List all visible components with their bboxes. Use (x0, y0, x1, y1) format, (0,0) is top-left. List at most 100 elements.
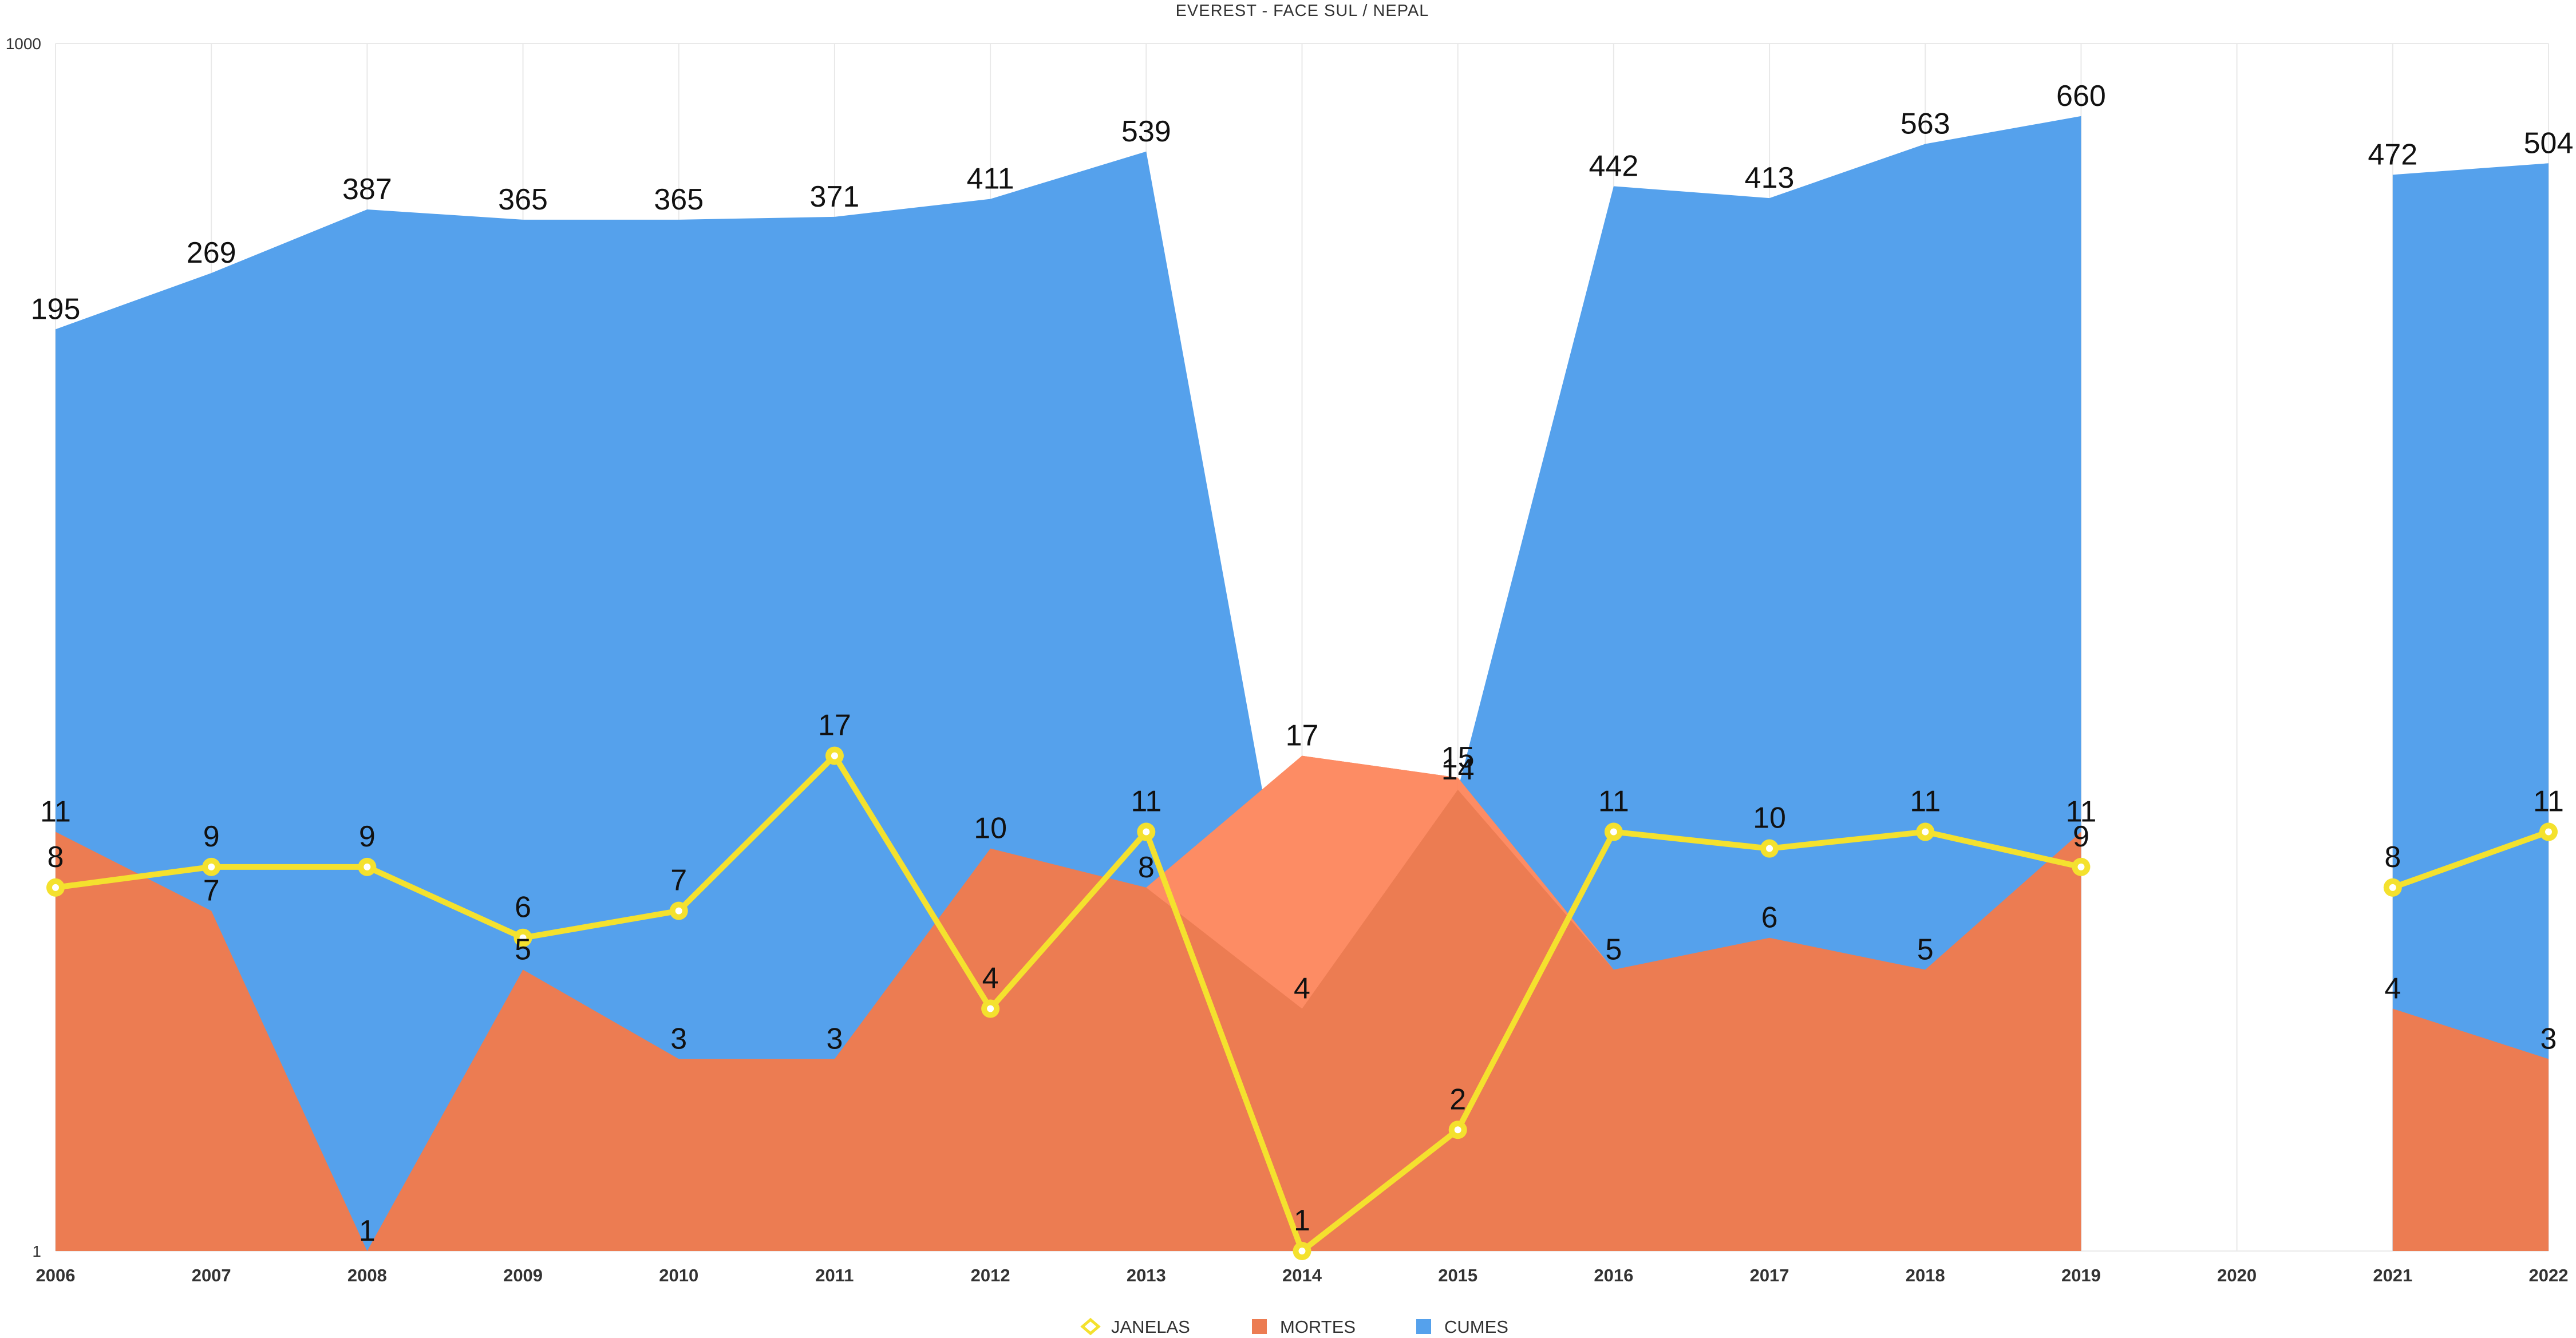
janelas-data-label: 8 (2384, 841, 2401, 874)
janelas-data-label: 9 (359, 820, 376, 853)
x-tick-label: 2007 (192, 1265, 231, 1285)
cumes-data-label: 539 (1121, 115, 1171, 148)
legend-item-mortes: MORTES (1252, 1317, 1356, 1337)
x-tick-label: 2017 (1750, 1265, 1789, 1285)
x-tick-label: 2006 (36, 1265, 76, 1285)
janelas-point-center (2545, 828, 2552, 836)
janelas-point-center (1610, 828, 1617, 836)
cumes-data-label: 413 (1745, 161, 1795, 195)
janelas-data-label: 11 (1598, 785, 1629, 818)
cumes-data-label: 195 (31, 292, 81, 326)
cumes-data-label: 269 (187, 236, 236, 270)
cumes-data-label: 4 (1294, 972, 1310, 1006)
mortes-data-label: 3 (826, 1022, 843, 1055)
janelas-point-center (831, 752, 838, 759)
janelas-point-center (519, 934, 527, 941)
janelas-point-center (1298, 1248, 1306, 1254)
janelas-data-label: 7 (670, 864, 687, 897)
mortes-data-label: 11 (2065, 795, 2096, 829)
janelas-point-center (208, 863, 215, 870)
cumes-data-label: 371 (810, 180, 860, 213)
mortes-data-label: 8 (1138, 851, 1155, 884)
mortes-data-label: 3 (2541, 1022, 2557, 1055)
mortes-data-label: 1 (359, 1214, 376, 1248)
janelas-line (53, 753, 2084, 1254)
mortes-data-label: 5 (515, 933, 531, 966)
mortes-area-highlight (1457, 777, 1614, 970)
janelas-data-label: 8 (48, 841, 64, 874)
chart-title: EVEREST - FACE SUL / NEPAL (1176, 2, 1429, 20)
janelas-point-center (675, 907, 682, 915)
mortes-data-label: 6 (1761, 901, 1778, 935)
mortes-data-label: 10 (974, 812, 1007, 845)
janelas-data-label: 4 (982, 962, 999, 995)
cumes-data-label: 14 (1441, 753, 1475, 786)
cumes-data-label: 411 (967, 163, 1014, 196)
x-tick-label: 2011 (815, 1265, 854, 1285)
mortes-data-label: 11 (40, 795, 71, 829)
legend-marker-janelas (1080, 1317, 1101, 1336)
mortes-data-label: 4 (2384, 972, 2401, 1006)
janelas-series (46, 746, 2558, 1260)
cumes-area (2392, 163, 2549, 1251)
mortes-area (56, 755, 2081, 1251)
janelas-data-label: 11 (1910, 785, 1941, 818)
mortes-data-label: 3 (670, 1022, 687, 1055)
x-tick-label: 2020 (2217, 1265, 2257, 1285)
cumes-data-label: 365 (498, 183, 548, 216)
mortes-data-label: 5 (1605, 933, 1622, 966)
legend-item-janelas: JANELAS (1080, 1317, 1190, 1337)
mortes-data-label: 15 (1441, 741, 1475, 774)
x-tick-label: 2012 (971, 1265, 1010, 1285)
mortes-area-highlight (1146, 755, 1302, 1009)
janelas-data-label: 11 (1131, 785, 1161, 818)
y-tick-label: 1000 (6, 35, 41, 53)
legend-label: MORTES (1280, 1317, 1356, 1337)
mortes-data-label: 17 (1286, 719, 1319, 753)
legend: JANELAS MORTES CUMES (1080, 1317, 1508, 1337)
x-tick-label: 2015 (1438, 1265, 1477, 1285)
cumes-data-label: 365 (654, 183, 704, 216)
x-tick-label: 2018 (1906, 1265, 1945, 1285)
janelas-data-label: 6 (515, 891, 531, 924)
cumes-data-label: 504 (2524, 126, 2574, 160)
janelas-point-center (2077, 863, 2085, 870)
x-tick-label: 2010 (659, 1265, 698, 1285)
x-tick-label: 2022 (2529, 1265, 2569, 1285)
legend-swatch-cumes (1416, 1319, 1431, 1334)
x-tick-label: 2021 (2373, 1265, 2412, 1285)
mortes-data-label: 7 (203, 874, 220, 908)
legend-label: CUMES (1444, 1317, 1508, 1337)
janelas-point-center (52, 884, 59, 891)
legend-label: JANELAS (1111, 1317, 1190, 1337)
legend-swatch-mortes (1252, 1319, 1267, 1334)
janelas-data-label: 9 (203, 820, 220, 853)
mortes-series (56, 755, 2549, 1251)
janelas-point-center (1454, 1126, 1461, 1134)
janelas-point-center (364, 863, 371, 870)
janelas-point-center (1766, 845, 1773, 852)
janelas-point-center (2389, 884, 2396, 891)
cumes-data-label: 660 (2056, 80, 2106, 113)
x-tick-label: 2019 (2061, 1265, 2101, 1285)
x-tick-label: 2014 (1282, 1265, 1322, 1285)
janelas-data-label: 2 (1449, 1083, 1466, 1116)
cumes-data-label: 442 (1589, 149, 1638, 183)
janelas-line (2389, 829, 2551, 890)
mortes-area-highlight (1302, 755, 1458, 1009)
janelas-data-label: 11 (2533, 785, 2564, 818)
cumes-data-label: 563 (1901, 107, 1950, 140)
mortes-data-label: 5 (1917, 933, 1934, 966)
janelas-point-center (1922, 828, 1929, 836)
janelas-point-center (987, 1005, 994, 1012)
x-tick-label: 2013 (1127, 1265, 1166, 1285)
janelas-data-label: 1 (1294, 1204, 1310, 1237)
x-tick-label: 2009 (503, 1265, 543, 1285)
x-tick-label: 2016 (1594, 1265, 1633, 1285)
janelas-data-label: 9 (2073, 820, 2089, 853)
legend-item-cumes: CUMES (1416, 1317, 1508, 1337)
axes: 2006 2007 2008 2009 2010 2011 2012 2013 2014 2015… (6, 35, 2569, 1285)
